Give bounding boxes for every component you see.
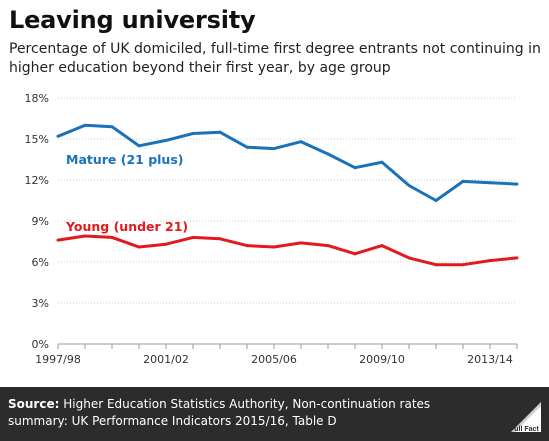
y-tick-label: 0% bbox=[32, 338, 49, 351]
data-point bbox=[191, 132, 195, 136]
full-fact-logo-icon: Full Fact bbox=[510, 402, 541, 433]
data-point bbox=[191, 235, 195, 239]
x-tick-label: 2013/14 bbox=[467, 353, 513, 366]
data-point bbox=[299, 241, 303, 245]
data-point bbox=[515, 256, 519, 260]
data-point bbox=[407, 183, 411, 187]
data-point bbox=[434, 263, 438, 267]
data-point bbox=[272, 147, 276, 151]
data-point bbox=[353, 252, 357, 256]
data-point bbox=[245, 244, 249, 248]
data-point bbox=[380, 244, 384, 248]
data-point bbox=[272, 245, 276, 249]
x-axis: 1997/98 2001/02 2005/06 2009/10 2013/14 bbox=[35, 343, 518, 366]
data-point bbox=[83, 234, 87, 238]
data-point bbox=[245, 145, 249, 149]
data-point bbox=[56, 238, 60, 242]
y-tick-label: 3% bbox=[32, 297, 49, 310]
data-point bbox=[407, 256, 411, 260]
data-point bbox=[380, 160, 384, 164]
data-point bbox=[461, 263, 465, 267]
data-point bbox=[299, 140, 303, 144]
data-point bbox=[137, 144, 141, 148]
svg-text:Full Fact: Full Fact bbox=[510, 426, 539, 433]
series-line bbox=[57, 234, 518, 267]
x-tick-label: 2001/02 bbox=[143, 353, 189, 366]
data-point bbox=[461, 179, 465, 183]
source-footer: Source: Higher Education Statistics Auth… bbox=[0, 387, 549, 441]
source-label: Source: bbox=[8, 397, 60, 411]
chart-title: Leaving university bbox=[9, 6, 256, 34]
series-labels: Mature (21 plus) Young (under 21) bbox=[65, 152, 188, 234]
data-point bbox=[164, 242, 168, 246]
series-label: Young (under 21) bbox=[65, 219, 188, 234]
data-point bbox=[488, 181, 492, 185]
series-lines bbox=[56, 123, 519, 267]
x-tick-label: 1997/98 bbox=[35, 353, 81, 366]
x-tick-label: 2005/06 bbox=[251, 353, 297, 366]
y-tick-label: 18% bbox=[25, 92, 49, 105]
source-text: Higher Education Statistics Authority, N… bbox=[8, 397, 431, 428]
data-point bbox=[56, 134, 60, 138]
y-axis: 0% 3% 6% 9% 12% 15% 18% bbox=[25, 92, 49, 351]
data-point bbox=[83, 123, 87, 127]
y-tick-label: 6% bbox=[32, 256, 49, 269]
data-point bbox=[326, 152, 330, 156]
series-line bbox=[57, 123, 518, 202]
y-tick-label: 12% bbox=[25, 174, 49, 187]
data-point bbox=[110, 235, 114, 239]
data-point bbox=[218, 237, 222, 241]
data-point bbox=[164, 138, 168, 142]
data-point bbox=[110, 125, 114, 129]
gridlines bbox=[58, 97, 517, 304]
source-note: Source: Higher Education Statistics Auth… bbox=[8, 396, 488, 430]
data-point bbox=[326, 244, 330, 248]
chart-subtitle: Percentage of UK domiciled, full-time fi… bbox=[9, 41, 541, 76]
x-tick-label: 2009/10 bbox=[359, 353, 405, 366]
data-point bbox=[515, 182, 519, 186]
series-label: Mature (21 plus) bbox=[66, 152, 184, 167]
y-tick-label: 15% bbox=[25, 133, 49, 146]
data-point bbox=[137, 245, 141, 249]
line-chart: 0% 3% 6% 9% 12% 15% 18% 1997/98 2001/02 2005/06 2… bbox=[25, 92, 519, 366]
data-point bbox=[218, 130, 222, 134]
y-tick-label: 9% bbox=[32, 215, 49, 228]
data-point bbox=[488, 259, 492, 263]
data-point bbox=[434, 199, 438, 202]
data-point bbox=[353, 166, 357, 170]
